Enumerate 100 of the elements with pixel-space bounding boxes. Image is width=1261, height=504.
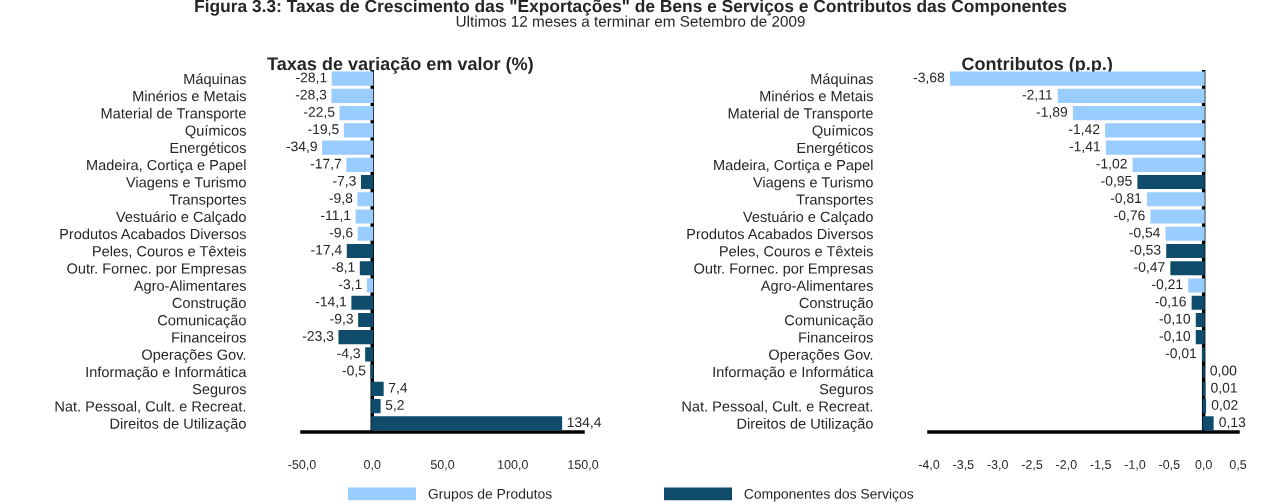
data-label: -1,89 [1036, 106, 1068, 119]
data-label: -19,5 [308, 124, 339, 136]
x-tick-label: -4,0 [918, 460, 940, 471]
x-tick-label: -3,5 [953, 460, 974, 471]
data-label: -0,47 [1134, 262, 1165, 274]
y-tick-label: Informação e Informática [86, 366, 247, 381]
y-tick-label: Madeira, Cortiça e Papel [87, 159, 246, 174]
y-tick-label: Transportes [796, 194, 873, 208]
legend-label: Grupos de Produtos [428, 488, 552, 502]
data-label: 134,4 [567, 417, 602, 429]
data-label: -23,3 [302, 331, 334, 343]
y-tick-label: Informação e Informática [713, 366, 874, 381]
y-tick-label: Máquinas [811, 73, 873, 88]
y-tick-label: Outr. Fornec. por Empresas [67, 263, 246, 277]
data-label: -22,5 [303, 106, 335, 119]
data-label: -3,1 [338, 279, 362, 291]
y-tick-label: Vestuário e Calçado [115, 211, 246, 225]
data-label: -1,02 [1096, 158, 1127, 171]
y-tick-label: Minérios e Metais [760, 90, 873, 102]
data-label: -1,42 [1068, 124, 1100, 136]
y-tick-label: Agro-Alimentares [760, 280, 873, 294]
y-tick-label: Vestuário e Calçado [742, 211, 873, 225]
x-tick-label: -2,5 [1021, 460, 1043, 471]
data-label: -0,21 [1152, 279, 1183, 291]
x-tick-label: -50,0 [288, 460, 316, 471]
y-tick-label: Energéticos [170, 142, 246, 156]
x-tick-label: -1,0 [1124, 460, 1146, 471]
y-tick-label: Agro-Alimentares [133, 280, 246, 294]
data-label: -0,76 [1114, 210, 1145, 222]
y-tick-label: Viagens e Turismo [752, 176, 873, 191]
data-label: -9,8 [329, 193, 353, 205]
data-label: -3,68 [913, 72, 945, 84]
data-label: -0,95 [1101, 175, 1132, 188]
data-label: 0,01 [1211, 382, 1237, 395]
x-tick-label: -1,5 [1090, 460, 1111, 471]
y-tick-label: Comunicação [158, 314, 246, 329]
data-label: -9,6 [329, 227, 353, 240]
y-tick-label: Material de Transporte [728, 107, 873, 122]
x-tick-label: 0,0 [364, 460, 381, 471]
data-label: 0,13 [1219, 417, 1246, 429]
x-tick-label: 100,0 [498, 460, 528, 471]
data-label: -1,41 [1069, 141, 1100, 153]
y-tick-label: Seguros [819, 384, 873, 398]
y-tick-label: Operações Gov. [769, 349, 873, 363]
x-tick-label: 0,0 [1195, 460, 1212, 471]
x-tick-label: 150,0 [568, 460, 599, 471]
data-label: -0,16 [1155, 296, 1186, 309]
data-label: -0,10 [1159, 313, 1191, 326]
data-label: -14,1 [315, 296, 347, 309]
data-label: -0,54 [1129, 227, 1160, 240]
y-tick-label: Transportes [169, 194, 246, 208]
y-tick-label: Operações Gov. [142, 349, 246, 363]
x-tick-label: -3,0 [987, 460, 1008, 471]
data-label: -0,81 [1110, 193, 1142, 205]
data-label: -7,3 [333, 175, 356, 188]
y-tick-label: Construção [172, 297, 246, 312]
data-label: -4,3 [337, 348, 360, 360]
y-tick-label: Direitos de Utilização [110, 418, 246, 432]
data-label: -8,1 [331, 262, 355, 274]
data-label: -34,9 [286, 141, 317, 153]
y-tick-label: Minérios e Metais [133, 90, 246, 102]
y-tick-label: Financeiros [799, 331, 873, 343]
data-label: -28,1 [296, 72, 327, 84]
data-label: 0,00 [1210, 365, 1237, 378]
data-label: 0,02 [1211, 400, 1238, 412]
data-label: -0,53 [1130, 244, 1161, 257]
y-tick-label: Energéticos [797, 142, 873, 156]
y-tick-label: Comunicação [785, 314, 873, 329]
y-tick-label: Nat. Pessoal, Cult. e Recreat. [682, 400, 873, 414]
y-tick-label: Químicos [185, 124, 246, 139]
data-label: -17,7 [310, 158, 342, 171]
y-tick-label: Madeira, Cortiça e Papel [714, 159, 873, 174]
x-tick-label: -0,5 [1159, 460, 1180, 471]
data-label: -11,1 [321, 210, 351, 222]
data-label: -28,3 [295, 89, 327, 102]
y-tick-label: Seguros [192, 384, 246, 398]
y-tick-label: Outr. Fornec. por Empresas [694, 263, 873, 277]
y-tick-label: Direitos de Utilização [737, 418, 873, 432]
x-tick-label: -2,0 [1056, 460, 1077, 471]
data-label: 7,4 [388, 382, 408, 395]
y-tick-label: Químicos [812, 124, 873, 139]
data-label: -17,4 [311, 245, 342, 257]
y-tick-label: Viagens e Turismo [125, 176, 246, 191]
data-label: -2,11 [1022, 89, 1052, 102]
data-label: -0,01 [1165, 348, 1197, 360]
y-tick-label: Peles, Couros e Têxteis [720, 245, 873, 259]
text: Figura 3.3: Taxas de Crescimento das "Exportações" de Bens e Serviços e Contributos das Componentes [195, 0, 1067, 16]
y-tick-label: Máquinas [184, 73, 246, 88]
data-label: -0,5 [342, 365, 366, 378]
y-tick-label: Produtos Acabados Diversos [60, 228, 246, 240]
y-tick-label: Financeiros [172, 331, 246, 343]
y-tick-label: Produtos Acabados Diversos [687, 228, 873, 240]
data-label: -9,3 [330, 313, 353, 326]
data-label: 5,2 [385, 400, 404, 412]
y-tick-label: Peles, Couros e Têxteis [93, 245, 246, 259]
y-tick-label: Material de Transporte [101, 107, 246, 122]
x-tick-label: 50,0 [430, 460, 455, 471]
data-label: -0,10 [1159, 331, 1191, 343]
x-tick-label: 0,5 [1229, 460, 1247, 471]
y-tick-label: Construção [799, 297, 873, 312]
